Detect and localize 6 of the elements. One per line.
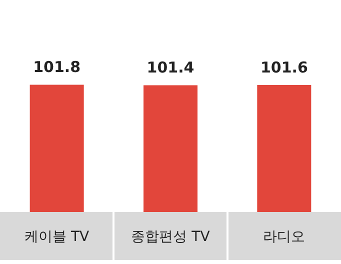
data-label: 101.6 xyxy=(260,58,308,76)
x-tick-label: 라디오 xyxy=(263,229,306,245)
x-tick-label: 케이블 TV xyxy=(24,229,90,245)
data-label: 101.8 xyxy=(33,58,81,76)
x-tick-label: 종합편성 TV xyxy=(131,229,210,245)
data-label: 101.4 xyxy=(146,58,194,77)
